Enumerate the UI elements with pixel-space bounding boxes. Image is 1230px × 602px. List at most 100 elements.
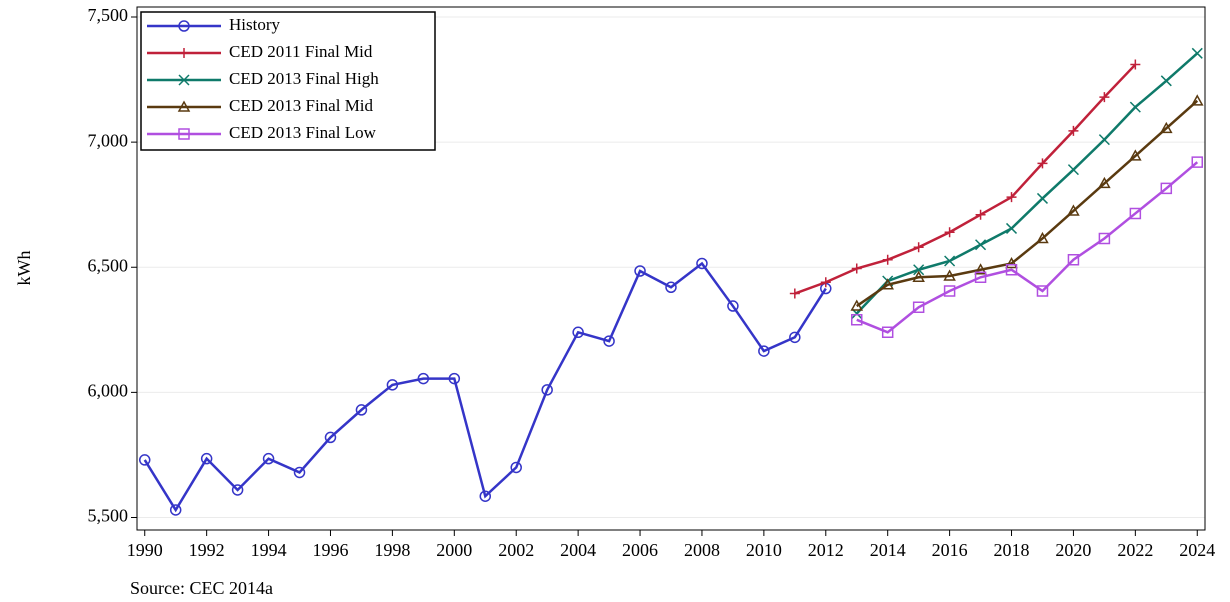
point-marker: [200, 453, 213, 465]
point-marker: [944, 255, 956, 267]
legend-marker: [178, 128, 190, 140]
point-marker: [1129, 101, 1141, 113]
x-tick-label: 2012: [808, 540, 844, 560]
point-marker: [1160, 75, 1172, 87]
x-tick-label: 2014: [870, 540, 906, 560]
y-tick-label: 6,000: [88, 380, 129, 400]
point-marker: [882, 254, 893, 265]
point-marker: [1068, 125, 1079, 136]
point-marker: [1005, 256, 1018, 269]
point-marker: [1067, 164, 1079, 176]
point-marker: [1099, 92, 1110, 103]
point-marker: [913, 242, 924, 253]
legend-label: History: [229, 15, 281, 34]
y-tick-label: 7,500: [88, 5, 129, 25]
series-line: [856, 99, 1199, 308]
point-marker: [944, 227, 955, 238]
point-marker: [696, 257, 708, 270]
x-tick-label: 1998: [374, 540, 410, 560]
point-marker: [448, 372, 461, 385]
point-marker: [974, 263, 987, 275]
point-marker: [634, 265, 646, 277]
plot-frame: [136, 6, 1206, 531]
point-marker: [1067, 253, 1080, 266]
point-marker: [293, 466, 306, 479]
point-marker: [324, 431, 337, 444]
point-marker: [881, 278, 894, 290]
point-marker: [1005, 264, 1018, 276]
y-axis-label: kWh: [14, 251, 34, 286]
legend-label: CED 2013 Final High: [229, 69, 379, 88]
y-tick-label: 6,500: [88, 255, 129, 275]
x-tick-label: 2006: [622, 540, 658, 560]
legend-marker: [178, 20, 190, 32]
legend-label: CED 2013 Final Low: [229, 123, 377, 142]
x-tick-label: 2004: [560, 540, 596, 560]
point-marker: [881, 326, 894, 339]
point-marker: [1036, 231, 1049, 244]
legend-marker: [177, 100, 191, 112]
point-marker: [479, 490, 492, 502]
point-marker: [1098, 176, 1111, 189]
legend-label: CED 2013 Final Mid: [229, 96, 374, 115]
point-marker: [541, 384, 553, 396]
point-marker: [974, 271, 987, 284]
x-tick-label: 2000: [436, 540, 472, 560]
x-tick-label: 1992: [189, 540, 225, 560]
point-marker: [1098, 134, 1110, 146]
series-line: [143, 261, 827, 513]
point-marker: [1098, 232, 1111, 245]
y-tick-label: 5,500: [88, 506, 129, 526]
point-marker: [355, 404, 368, 416]
point-marker: [417, 372, 430, 385]
legend-label: CED 2011 Final Mid: [229, 42, 373, 61]
legend-marker: [179, 48, 189, 58]
point-marker: [820, 277, 831, 288]
x-tick-label: 1990: [127, 540, 163, 560]
x-tick-label: 2018: [994, 540, 1030, 560]
point-marker: [169, 504, 182, 516]
x-tick-label: 2020: [1055, 540, 1091, 560]
point-marker: [572, 326, 584, 338]
x-tick-label: 2022: [1117, 540, 1153, 560]
x-tick-label: 1994: [251, 540, 287, 560]
point-marker: [1129, 207, 1142, 220]
point-marker: [943, 285, 956, 297]
x-tick-label: 2024: [1179, 540, 1215, 560]
point-marker: [510, 461, 522, 474]
legend: History CED 2011 Final Mid CED 2013 Final …: [140, 11, 436, 151]
point-marker: [1191, 156, 1204, 168]
point-marker: [1037, 158, 1048, 169]
point-marker: [231, 484, 244, 496]
point-marker: [1191, 47, 1203, 59]
point-marker: [1160, 121, 1173, 134]
series-line: [794, 63, 1137, 295]
point-marker: [1130, 59, 1141, 70]
point-marker: [262, 453, 275, 465]
x-tick-label: 2008: [684, 540, 720, 560]
point-marker: [851, 263, 862, 274]
point-marker: [975, 239, 987, 251]
point-marker: [1036, 285, 1049, 297]
legend-marker: [178, 74, 190, 86]
point-marker: [789, 288, 800, 299]
series-line: [856, 161, 1199, 334]
y-tick-label: 7,000: [88, 130, 129, 150]
point-marker: [603, 335, 615, 347]
point-marker: [975, 209, 986, 220]
source-note: Source: CEC 2014a: [130, 578, 273, 598]
point-marker: [386, 379, 399, 391]
point-marker: [912, 270, 925, 283]
point-marker: [943, 269, 956, 281]
point-marker: [1006, 192, 1017, 203]
x-tick-label: 2016: [932, 540, 968, 560]
point-marker: [913, 264, 925, 276]
point-marker: [727, 300, 739, 312]
point-marker: [850, 314, 863, 326]
point-marker: [1036, 192, 1049, 204]
point-marker: [789, 331, 801, 343]
x-tick-label: 1996: [312, 540, 348, 560]
point-marker: [665, 281, 677, 293]
point-marker: [1160, 182, 1173, 195]
